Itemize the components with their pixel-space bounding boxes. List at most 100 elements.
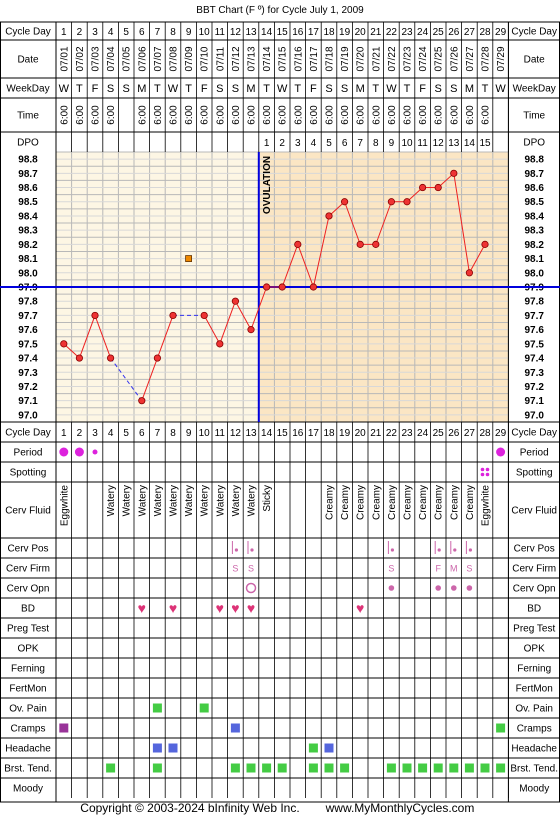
date-label: 07/08 — [169, 46, 180, 71]
discarded-temp-marker — [185, 255, 193, 262]
weekday-label: T — [154, 83, 161, 95]
date-label: 07/09 — [184, 46, 195, 71]
temp-segment — [375, 201, 392, 245]
weekday-label: F — [201, 83, 208, 95]
spotting-marker — [485, 472, 490, 477]
date-label: 07/23 — [403, 46, 414, 71]
temp-point — [294, 240, 302, 248]
cerv-fluid-label: Watery — [106, 485, 117, 516]
date-label: 07/19 — [340, 46, 351, 71]
time-label: 6:00 — [262, 105, 273, 125]
temp-point — [231, 297, 239, 305]
brst-tend-marker — [418, 763, 428, 773]
cycle-day-number-lower: 13 — [245, 428, 257, 439]
y-tick-label-right: 97.5 — [524, 339, 544, 350]
brst-tend-marker — [152, 763, 162, 773]
temp-point — [91, 311, 99, 320]
period-marker — [92, 449, 98, 455]
cycle-day-number-lower: 21 — [370, 428, 382, 439]
cerv-fluid-label: Watery — [215, 485, 226, 516]
bd-heart: ♥ — [231, 600, 239, 616]
cycle-day-number: 13 — [245, 27, 257, 38]
date-label: 07/26 — [449, 46, 460, 71]
cycle-day-number-lower: 24 — [417, 428, 429, 439]
y-tick-label-right: 97.4 — [524, 354, 544, 365]
y-tick-label-right: 97.6 — [524, 325, 544, 336]
temp-segment — [156, 315, 174, 359]
weekday-label: T — [76, 83, 83, 95]
cycle-day-number: 14 — [261, 27, 273, 38]
cerv-fluid-label: Watery — [184, 485, 195, 516]
headache-marker — [152, 743, 162, 753]
temp-point — [356, 240, 364, 248]
cycle-day-number: 12 — [230, 27, 242, 38]
temp-point — [200, 311, 208, 320]
y-tick-label-right: 98.8 — [524, 155, 544, 166]
cerv-opn-marker — [466, 585, 473, 591]
y-tick-label-right: 97.1 — [524, 396, 544, 407]
ov-pain-marker — [199, 703, 209, 713]
date-label: 07/22 — [387, 46, 398, 71]
cycle-day-number: 1 — [61, 27, 67, 38]
row-label-cycle_day-right: Cycle Day — [511, 428, 557, 439]
cycle-day-number-lower: 12 — [230, 428, 242, 439]
weekday-label: F — [419, 83, 426, 95]
cycle-day-number-lower: 27 — [464, 428, 476, 439]
y-tick-label-left: 98.7 — [18, 169, 38, 180]
cycle-day-number-lower: 15 — [277, 428, 289, 439]
temp-point — [387, 198, 395, 206]
row-label-period-left: Period — [14, 448, 43, 459]
cycle-day-number-lower: 6 — [139, 428, 145, 439]
spotting-marker — [480, 467, 485, 472]
cerv-fluid-label: Watery — [247, 485, 258, 516]
temp-point — [403, 198, 411, 206]
time-label: 6:00 — [371, 105, 382, 125]
temp-point — [60, 340, 68, 348]
time-label: 6:00 — [403, 105, 414, 125]
cycle-day-number-lower: 4 — [108, 428, 114, 439]
time-label: 6:00 — [449, 105, 460, 125]
cerv-fluid-label: Watery — [169, 485, 180, 516]
cerv-pos-dot — [468, 548, 472, 552]
brst-tend-marker — [308, 763, 318, 773]
bd-heart: ♥ — [356, 600, 364, 616]
date-label: 07/24 — [418, 46, 429, 71]
brst-tend-marker — [324, 763, 334, 773]
temp-point — [247, 326, 255, 334]
y-tick-label-left: 97.1 — [18, 396, 38, 407]
row-label-cerv_fluid-left: Cerv Fluid — [5, 506, 51, 517]
y-tick-label-left: 98.5 — [18, 197, 38, 208]
headache-marker — [308, 743, 318, 753]
row-label-date-left: Date — [17, 55, 39, 66]
y-tick-label-left: 98.3 — [18, 226, 38, 237]
row-label-cycle_day-left: Cycle Day — [5, 428, 51, 439]
temp-point — [75, 354, 84, 362]
time-label: 6:00 — [434, 105, 445, 125]
brst-tend-marker — [480, 763, 490, 773]
time-label: 6:00 — [356, 105, 367, 125]
cycle-day-number: 26 — [448, 27, 460, 38]
row-label-period-right: Period — [520, 448, 549, 459]
temp-point — [216, 340, 224, 348]
headache-marker — [324, 743, 334, 753]
cerv-pos-dot — [453, 548, 457, 552]
cerv-fluid-label: Creamy — [325, 485, 336, 520]
row-label-ov_pain-right: Ov. Pain — [515, 704, 553, 715]
cramps-marker — [496, 723, 506, 733]
y-tick-label-right: 97.3 — [524, 368, 544, 379]
date-label: 07/01 — [59, 46, 70, 71]
ovulation-label: OVULATION — [262, 156, 273, 214]
temp-segment — [468, 244, 486, 274]
weekday-label: T — [294, 83, 301, 95]
bd-heart: ♥ — [247, 600, 255, 616]
weekday-label: S — [450, 83, 457, 95]
cerv-fluid-label: Creamy — [465, 485, 476, 520]
bd-heart: ♥ — [138, 600, 146, 616]
cerv-fluid-label: Watery — [137, 485, 148, 516]
temp-segment — [281, 244, 299, 288]
row-label-opk-right: OPK — [524, 644, 545, 655]
bd-heart: ♥ — [216, 600, 224, 616]
time-label: 6:00 — [59, 105, 70, 125]
cycle-day-number: 19 — [339, 27, 351, 38]
cycle-day-number: 21 — [370, 27, 382, 38]
